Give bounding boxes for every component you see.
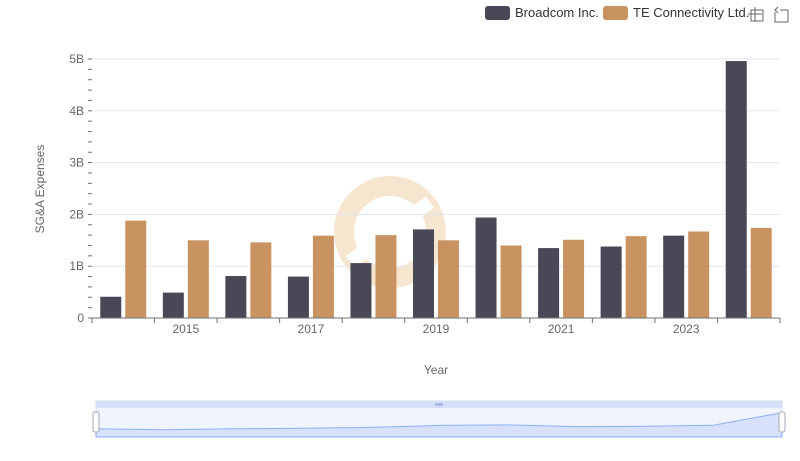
bar-broadcom-2015[interactable] [162, 292, 184, 318]
legend-item-broadcom[interactable]: Broadcom Inc. [485, 5, 599, 20]
zoom-slider-preview-area [95, 412, 783, 438]
bar-broadcom-2023[interactable] [663, 235, 685, 318]
data-zoom-slider[interactable] [92, 400, 786, 438]
bar-te-2016[interactable] [250, 242, 272, 318]
legend-label-te: TE Connectivity Ltd. [633, 5, 749, 20]
bar-te-2023[interactable] [688, 231, 710, 318]
bar-broadcom-2017[interactable] [287, 276, 309, 318]
y-axis-title: SG&A Expenses [33, 145, 47, 234]
zoom-selected-range[interactable] [96, 408, 782, 437]
y-tick-label: 1B [69, 259, 84, 273]
bar-broadcom-2020[interactable] [475, 217, 497, 318]
bar-te-2014[interactable] [125, 220, 147, 318]
bars [100, 61, 772, 319]
bar-broadcom-2021[interactable] [538, 248, 560, 318]
x-axis-ticks: 2015 2017 2019 2021 2023 [91, 318, 781, 336]
x-axis-title: Year [424, 363, 448, 377]
y-axis-ticks: 0 1B 2B 3B 4B 5B [69, 52, 84, 325]
zoom-slider-grip[interactable] [435, 403, 443, 406]
bar-te-2020[interactable] [500, 245, 522, 318]
bar-te-2017[interactable] [312, 235, 334, 318]
y-axis-minor-ticks [88, 58, 92, 319]
y-tick-label: 3B [69, 156, 84, 170]
zoom-select-icon[interactable] [748, 7, 764, 22]
bar-broadcom-2022[interactable] [600, 246, 622, 318]
y-tick-label: 5B [69, 52, 84, 66]
y-tick-label: 2B [69, 207, 84, 221]
bar-te-2024[interactable] [750, 227, 772, 318]
bar-broadcom-2014[interactable] [100, 296, 122, 318]
bar-broadcom-2016[interactable] [225, 276, 247, 318]
bar-te-2015[interactable] [187, 240, 209, 318]
x-tick-label: 2017 [298, 322, 325, 336]
legend-swatch-te [603, 6, 628, 20]
x-tick-label: 2015 [172, 322, 199, 336]
x-tick-label: 2021 [548, 322, 575, 336]
zoom-handle-right[interactable] [778, 411, 786, 433]
bar-te-2021[interactable] [563, 239, 585, 318]
zoom-handle-left[interactable] [92, 411, 100, 433]
legend-label-broadcom: Broadcom Inc. [515, 5, 599, 20]
bar-te-2018[interactable] [375, 235, 397, 318]
bar-broadcom-2019[interactable] [413, 229, 434, 318]
x-tick-label: 2023 [673, 322, 700, 336]
bar-te-2019[interactable] [438, 240, 459, 318]
legend-swatch-broadcom [485, 6, 510, 20]
y-tick-label: 4B [69, 104, 84, 118]
bar-te-2022[interactable] [625, 236, 647, 318]
bar-broadcom-2018[interactable] [350, 263, 372, 318]
bar-broadcom-2024[interactable] [725, 61, 747, 319]
y-tick-label: 0 [77, 311, 84, 325]
zoom-restore-icon[interactable] [774, 6, 789, 23]
legend: Broadcom Inc. TE Connectivity Ltd. [485, 5, 749, 20]
legend-item-te[interactable]: TE Connectivity Ltd. [603, 5, 749, 20]
x-tick-label: 2019 [423, 322, 450, 336]
